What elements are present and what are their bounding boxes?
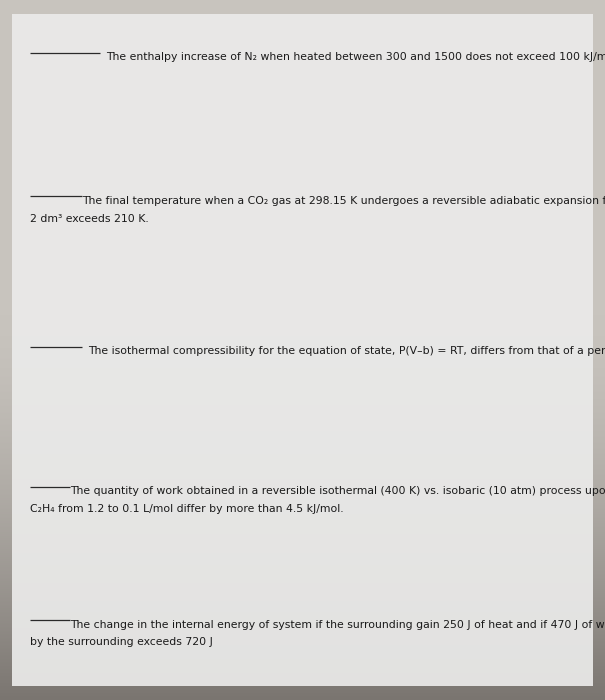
Text: 2 dm³ exceeds 210 K.: 2 dm³ exceeds 210 K. [30, 214, 149, 223]
Text: C₂H₄ from 1.2 to 0.1 L/mol differ by more than 4.5 kJ/mol.: C₂H₄ from 1.2 to 0.1 L/mol differ by mor… [30, 504, 344, 514]
Text: The final temperature when a CO₂ gas at 298.15 K undergoes a reversible adiabati: The final temperature when a CO₂ gas at … [82, 196, 605, 206]
Text: The isothermal compressibility for the equation of state, P(V–b) = RT, differs f: The isothermal compressibility for the e… [88, 346, 605, 356]
Text: by the surrounding exceeds 720 J: by the surrounding exceeds 720 J [30, 637, 213, 647]
Text: The quantity of work obtained in a reversible isothermal (400 K) vs. isobaric (1: The quantity of work obtained in a rever… [70, 486, 605, 496]
Text: The change in the internal energy of system if the surrounding gain 250 J of hea: The change in the internal energy of sys… [70, 620, 605, 629]
Text: The enthalpy increase of N₂ when heated between 300 and 1500 does not exceed 100: The enthalpy increase of N₂ when heated … [106, 52, 605, 62]
FancyBboxPatch shape [12, 14, 593, 686]
